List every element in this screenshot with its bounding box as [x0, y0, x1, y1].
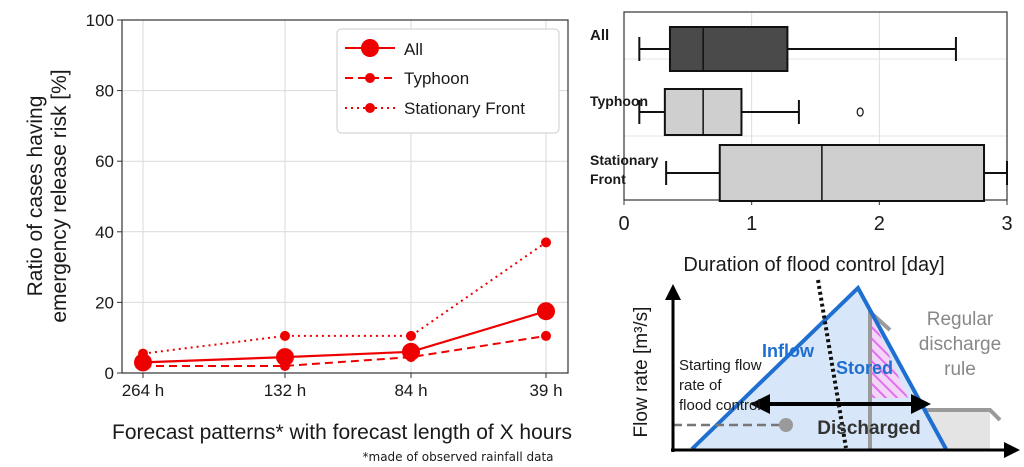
series-line-stationary-front	[142, 241, 547, 355]
footnote: *made of observed rainfall data	[363, 450, 554, 464]
data-point	[138, 348, 148, 359]
y-tick-label: 80	[95, 82, 114, 101]
stored-hatch	[870, 312, 908, 398]
data-point	[541, 330, 551, 341]
box-label-stationary: Stationary	[590, 152, 659, 168]
x-tick-label: 264 h	[122, 381, 165, 400]
box-x-tick-label: 1	[746, 213, 757, 235]
box-label-typhoon: Typhoon	[590, 93, 648, 109]
inflow-line	[690, 284, 948, 451]
flow-rate-axis-label: Flow rate [m³/s]	[631, 307, 652, 438]
data-point	[280, 330, 290, 341]
starting-label-line3: flood control	[679, 397, 761, 414]
diagram-x-arrowhead	[1004, 442, 1020, 458]
box-plot: 0 1 2 3 All Typhoon Stationary Front Durati…	[590, 11, 1013, 276]
regular-label-line3: rule	[944, 359, 976, 380]
y-tick-label: 60	[95, 152, 114, 171]
x-tick-label: 132 h	[264, 381, 307, 400]
y-tick-label: 20	[95, 293, 114, 312]
box-x-tick-label: 3	[1001, 213, 1012, 235]
starting-label-line1: Starting flow	[679, 357, 762, 374]
legend-label-typhoon: Typhoon	[404, 69, 469, 88]
y-axis-label-line1: Ratio of cases having	[24, 96, 47, 297]
starting-label-line2: rate of	[679, 377, 722, 394]
box-x-axis-label: Duration of flood control [day]	[683, 254, 944, 276]
inflow-label: Inflow	[762, 341, 815, 361]
x-axis-label: Forecast patterns* with forecast length …	[112, 421, 572, 444]
diagram-y-arrowhead	[665, 284, 681, 300]
y-axis-label-line2: emergency release risk [%]	[48, 69, 71, 322]
data-point	[280, 360, 290, 371]
duration-arrow-left-head	[750, 394, 770, 414]
box-label-front: Front	[590, 171, 626, 187]
discharged-label: Discharged	[817, 418, 920, 439]
box-outlier	[856, 107, 864, 117]
box-x-tick-label: 0	[618, 213, 629, 235]
data-point	[537, 302, 555, 321]
box-x-tick-label: 2	[874, 213, 885, 235]
line-chart-y-ticks: 0 20 40 60 80 100	[86, 11, 122, 383]
x-tick-label: 84 h	[394, 381, 427, 400]
y-tick-label: 0	[105, 364, 114, 383]
duration-arrow-right-head	[911, 394, 931, 414]
data-point	[406, 330, 416, 341]
legend-marker-typhoon	[365, 73, 375, 83]
legend-marker-stationary-front	[365, 103, 375, 113]
series-line-all	[142, 310, 547, 364]
box-iqr	[718, 144, 986, 202]
box-plot-x-ticks: 0 1 2 3	[618, 200, 1013, 235]
line-chart-frame	[121, 19, 569, 374]
data-point	[276, 348, 294, 367]
box-plot-boxes	[638, 26, 1008, 202]
forecast-dotted-line	[816, 279, 848, 449]
line-chart-x-ticks: 264 h 132 h 84 h 39 h	[122, 373, 563, 400]
series-line-typhoon	[143, 334, 547, 367]
hydrograph-diagram: Flow rate [m³/s] Inflow Stored Regular d…	[631, 279, 1020, 458]
box-label-all: All	[590, 27, 609, 44]
legend: All Typhoon Stationary Front	[336, 28, 560, 134]
regular-label-line1: Regular	[927, 309, 994, 330]
y-tick-label: 100	[86, 11, 114, 30]
stored-label: Stored	[836, 358, 893, 378]
starting-point-marker	[779, 418, 793, 432]
legend-label-stationary-front: Stationary Front	[404, 99, 525, 118]
data-point	[406, 352, 416, 363]
data-point	[138, 360, 148, 371]
data-point	[541, 237, 551, 248]
inflow-area	[692, 288, 946, 449]
line-chart-series	[134, 237, 555, 372]
y-tick-label: 40	[95, 223, 114, 242]
regular-label-line2: discharge	[919, 334, 1001, 355]
legend-box	[336, 28, 560, 134]
box-iqr	[668, 26, 789, 72]
legend-label-all: All	[404, 40, 423, 59]
x-tick-label: 39 h	[529, 381, 562, 400]
legend-marker-all	[361, 39, 379, 57]
line-chart: 0 20 40 60 80 100 264 h 132 h 84 h 39 h Ratio of…	[24, 11, 572, 464]
